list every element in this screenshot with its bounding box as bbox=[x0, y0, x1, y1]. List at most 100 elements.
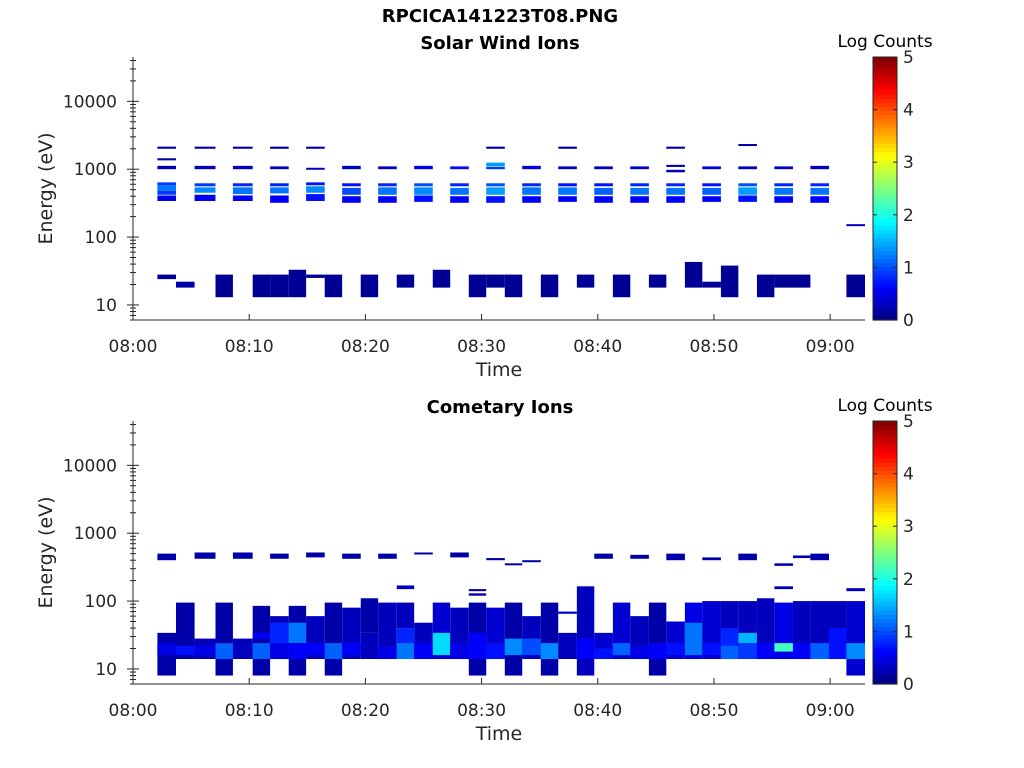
colorbar-segment bbox=[873, 548, 897, 554]
heatmap-cell bbox=[306, 552, 325, 558]
colorbar-segment bbox=[873, 441, 897, 447]
heatmap-cell bbox=[522, 560, 541, 563]
colorbar-segment bbox=[873, 503, 897, 508]
heatmap-cell bbox=[252, 632, 271, 639]
heatmap-cell bbox=[594, 166, 613, 170]
heatmap-cell bbox=[774, 187, 793, 195]
colorbar-segment bbox=[873, 287, 897, 292]
colorbar-segment bbox=[873, 184, 897, 190]
heatmap-cell bbox=[594, 648, 613, 660]
heatmap-cell bbox=[270, 274, 289, 298]
heatmap-cell bbox=[468, 632, 487, 660]
colorbar-segment bbox=[873, 143, 897, 149]
heatmap-cell bbox=[324, 643, 343, 660]
heatmap-cell bbox=[175, 602, 195, 660]
colorbar-segment bbox=[873, 593, 897, 599]
colorbar-segment bbox=[873, 651, 897, 656]
colorbar-segment bbox=[873, 176, 897, 181]
heatmap-cell bbox=[738, 553, 757, 561]
heatmap-cell bbox=[432, 269, 451, 288]
colorbar-tick-label: 4 bbox=[903, 101, 914, 121]
colorbar-tick-label: 2 bbox=[903, 206, 914, 226]
colorbar-segment bbox=[873, 601, 897, 607]
heatmap-cell bbox=[774, 643, 793, 652]
colorbar-segment bbox=[873, 225, 897, 231]
colorbar-segment bbox=[873, 540, 897, 545]
heatmap-cell bbox=[846, 601, 865, 676]
colorbar-segment bbox=[873, 217, 897, 222]
figure-title: RPCICA141223T08.PNG bbox=[381, 6, 619, 27]
heatmap-cell bbox=[522, 187, 541, 195]
heatmap-cell bbox=[270, 166, 289, 170]
heatmap-cell bbox=[738, 187, 757, 195]
heatmap-cell bbox=[306, 274, 325, 278]
colorbar-segment bbox=[873, 425, 897, 430]
heatmap-cell bbox=[157, 185, 176, 191]
colorbar-segment bbox=[873, 568, 897, 574]
heatmap-cell bbox=[157, 195, 176, 201]
heatmap-cell bbox=[270, 195, 289, 203]
heatmap-cell bbox=[486, 166, 505, 170]
colorbar-segment bbox=[873, 241, 897, 247]
heatmap-cell bbox=[738, 643, 757, 660]
heatmap-cell bbox=[324, 602, 343, 676]
heatmap-cell bbox=[157, 146, 176, 149]
colorbar-segment bbox=[873, 445, 897, 451]
x-tick-label: 08:20 bbox=[341, 337, 390, 357]
heatmap-cell bbox=[612, 643, 631, 656]
colorbar-segment bbox=[873, 421, 897, 426]
heatmap-cell bbox=[702, 183, 721, 187]
colorbar-segment bbox=[873, 126, 897, 132]
colorbar-segment bbox=[873, 515, 897, 521]
heatmap-cell bbox=[360, 632, 379, 660]
heatmap-cell bbox=[810, 183, 829, 187]
colorbar-segment bbox=[873, 135, 897, 140]
heatmap-cell bbox=[684, 261, 703, 288]
heatmap-cell bbox=[450, 187, 469, 195]
x-tick-label: 08:10 bbox=[225, 701, 274, 721]
colorbar-segment bbox=[873, 597, 897, 603]
heatmap-cell bbox=[378, 187, 397, 195]
colorbar-segment bbox=[873, 196, 897, 202]
heatmap-cell bbox=[396, 274, 415, 288]
heatmap-cell bbox=[232, 552, 253, 559]
colorbar-tick-label: 1 bbox=[903, 622, 914, 642]
heatmap-cell bbox=[306, 186, 325, 193]
heatmap-cell bbox=[306, 167, 325, 170]
heatmap-cell bbox=[522, 196, 541, 203]
colorbar-segment bbox=[873, 622, 897, 628]
heatmap-cell bbox=[342, 165, 361, 170]
heatmap-cell bbox=[468, 589, 487, 592]
heatmap-cell bbox=[450, 183, 469, 187]
colorbar-segment bbox=[873, 511, 897, 517]
colorbar-segment bbox=[873, 266, 897, 272]
heatmap-cell bbox=[738, 144, 757, 147]
colorbar-segment bbox=[873, 490, 897, 496]
colorbar-segment bbox=[873, 295, 897, 301]
colorbar-tick-label: 1 bbox=[903, 258, 914, 278]
colorbar-segment bbox=[873, 642, 897, 648]
heatmap-cell bbox=[396, 585, 415, 590]
x-tick-label: 08:00 bbox=[109, 337, 158, 357]
x-axis-label: Time bbox=[475, 723, 523, 745]
heatmap-cell bbox=[702, 281, 721, 288]
colorbar-segment bbox=[873, 507, 897, 513]
colorbar-segment bbox=[873, 437, 897, 443]
heatmap-cell bbox=[194, 552, 216, 559]
heatmap-cell bbox=[378, 645, 397, 660]
heatmap-cell bbox=[157, 553, 176, 561]
heatmap-cell bbox=[846, 274, 865, 298]
colorbar-segment bbox=[873, 200, 897, 206]
heatmap-cell bbox=[522, 183, 541, 187]
colorbar-segment bbox=[873, 589, 897, 595]
heatmap-cell bbox=[378, 196, 397, 203]
heatmap-cell bbox=[157, 165, 176, 170]
x-tick-label: 08:00 bbox=[109, 701, 158, 721]
x-tick-label: 08:50 bbox=[689, 337, 738, 357]
colorbar-tick-label: 5 bbox=[903, 48, 914, 68]
heatmap-cell bbox=[774, 274, 811, 288]
colorbar-segment bbox=[873, 65, 897, 70]
heatmap-cell bbox=[306, 194, 325, 201]
